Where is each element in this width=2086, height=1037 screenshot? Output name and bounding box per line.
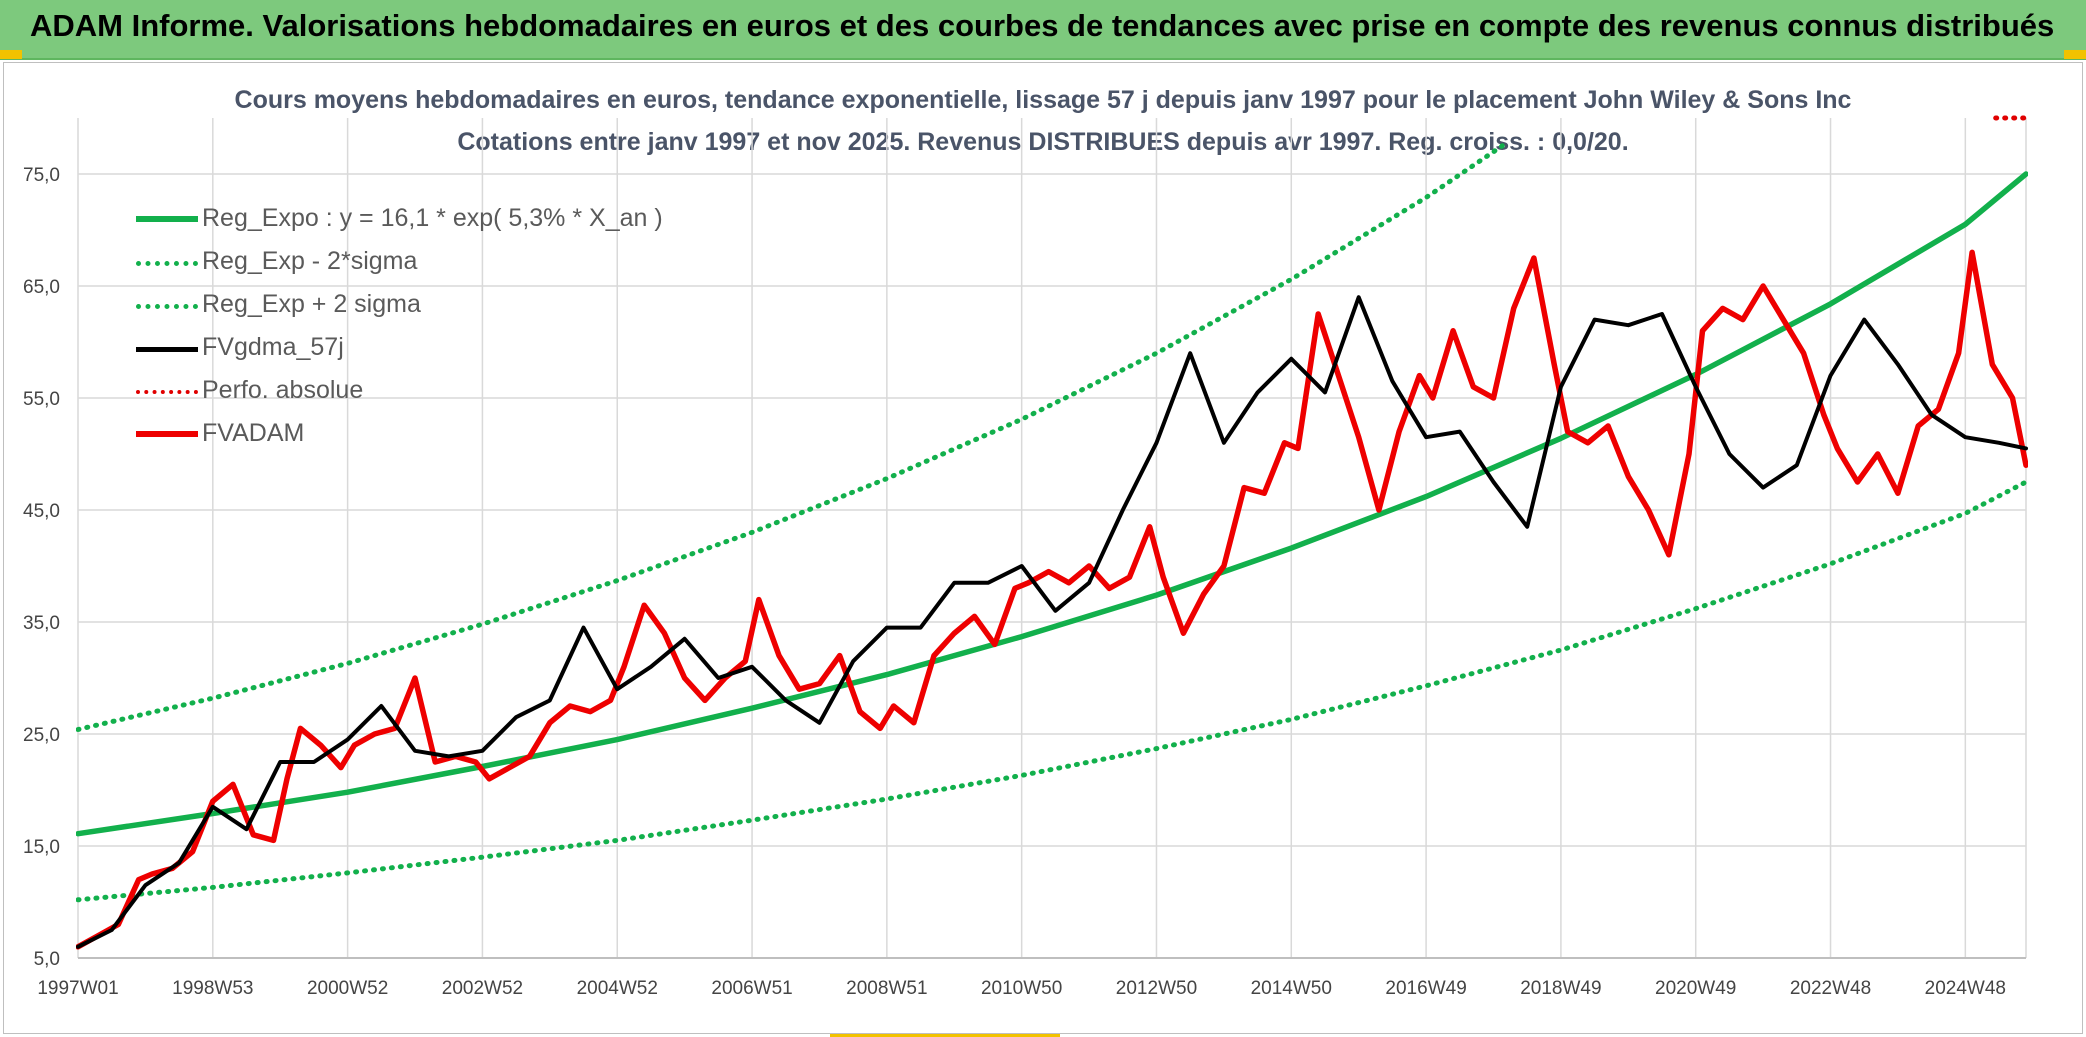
- chart-title: Cours moyens hebdomadaires en euros, ten…: [234, 86, 1852, 114]
- x-tick-label: 2000W52: [307, 978, 388, 999]
- y-tick-label: 55,0: [23, 389, 60, 410]
- series-line-1: [76, 479, 2028, 903]
- legend-swatch: [136, 390, 198, 394]
- y-tick-label: 45,0: [23, 501, 60, 522]
- legend-label: Reg_Exp - 2*sigma: [202, 247, 418, 275]
- series-line-5: [76, 249, 2028, 950]
- y-tick-label: 75,0: [23, 165, 60, 186]
- legend-swatch: [136, 261, 198, 266]
- page-title: ADAM Informe. Valorisations hebdomadaire…: [30, 8, 2055, 43]
- corner-mark-top-right: [2064, 50, 2086, 59]
- x-tick-label: 2014W50: [1251, 978, 1332, 999]
- legend-swatch: [136, 431, 198, 437]
- series-group: [76, 115, 2028, 950]
- x-axis: 1997W01 1998W53 2000W52 2002W52 2004W52 2006W…: [37, 978, 2006, 999]
- x-tick-label: 2004W52: [577, 978, 658, 999]
- legend-label: Perfo. absolue: [202, 376, 364, 404]
- legend-label: Reg_Expo : y = 16,1 * exp( 5,3% * X_an ): [202, 204, 663, 232]
- banner: ADAM Informe. Valorisations hebdomadaire…: [0, 0, 2086, 60]
- x-tick-label: 2024W48: [1925, 978, 2006, 999]
- legend-label: FVADAM: [202, 419, 305, 447]
- y-tick-label: 25,0: [23, 725, 60, 746]
- x-tick-label: 2006W51: [711, 978, 792, 999]
- legend-swatch: [136, 304, 198, 309]
- x-tick-label: 1997W01: [37, 978, 118, 999]
- x-tick-label: 1998W53: [172, 978, 253, 999]
- legend-label: FVgdma_57j: [202, 333, 344, 361]
- chart-subtitle: Cotations entre janv 1997 et nov 2025. R…: [457, 128, 1629, 156]
- x-tick-label: 2012W50: [1116, 978, 1197, 999]
- x-tick-label: 2018W49: [1520, 978, 1601, 999]
- series-line-3: [76, 295, 2028, 949]
- series-line-2: [76, 140, 1510, 732]
- y-axis: 5,0 15,0 25,0 35,0 45,0 55,0 65,0 75,0: [23, 165, 60, 970]
- y-tick-label: 5,0: [34, 949, 60, 970]
- y-tick-label: 65,0: [23, 277, 60, 298]
- legend-swatch: [136, 216, 198, 222]
- series-line-0: [76, 171, 2028, 837]
- x-tick-label: 2002W52: [442, 978, 523, 999]
- legend-label: Reg_Exp + 2 sigma: [202, 290, 421, 318]
- corner-mark-top-left: [0, 50, 22, 59]
- x-tick-label: 2022W48: [1790, 978, 1871, 999]
- y-tick-label: 15,0: [23, 837, 60, 858]
- x-tick-label: 2016W49: [1385, 978, 1466, 999]
- grid: [77, 118, 2027, 959]
- x-tick-label: 2008W51: [846, 978, 927, 999]
- legend-swatch: [136, 347, 198, 352]
- x-tick-label: 2010W50: [981, 978, 1062, 999]
- y-tick-label: 35,0: [23, 613, 60, 634]
- x-tick-label: 2020W49: [1655, 978, 1736, 999]
